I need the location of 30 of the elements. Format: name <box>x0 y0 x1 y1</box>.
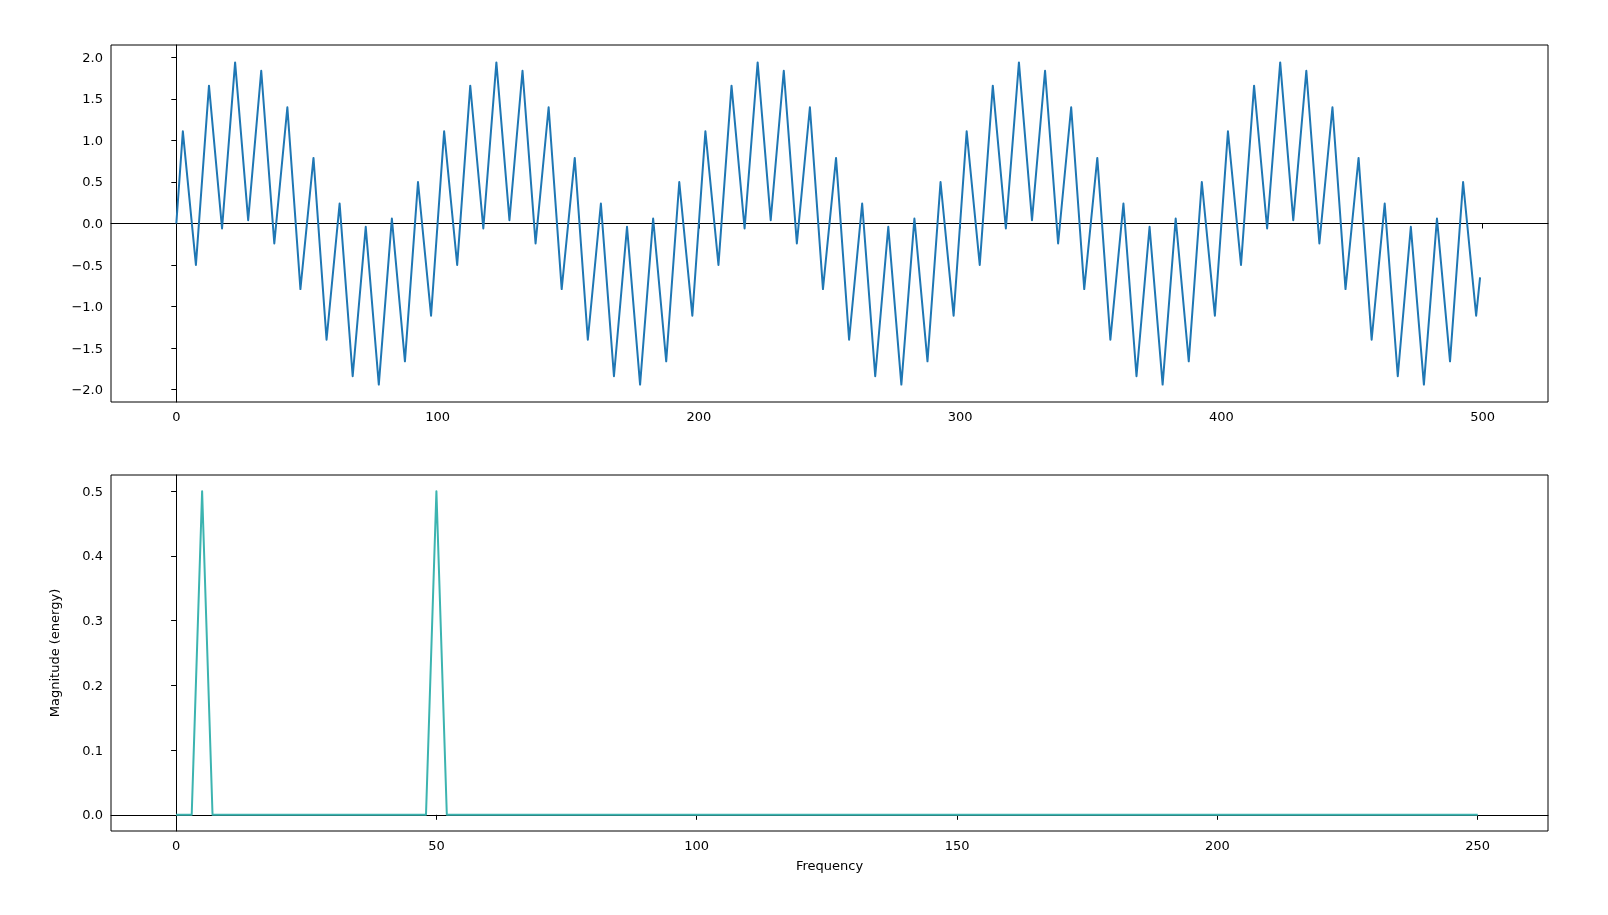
y-tick-label: −1.5 <box>71 340 103 356</box>
y-tick-label: 0.5 <box>82 483 103 499</box>
y-tick-label: 0.0 <box>82 216 103 231</box>
y-tick-label: 1.0 <box>82 132 103 148</box>
y-tick-label: 0.2 <box>82 677 103 693</box>
x-tick-label: 200 <box>686 409 712 424</box>
line-series <box>175 61 1482 386</box>
x-tick-label: 0 <box>171 838 181 853</box>
y-tick-label: 0.3 <box>82 613 103 629</box>
x-tick-label: 100 <box>684 838 710 853</box>
x-tick-label: 250 <box>1465 838 1491 853</box>
x-tick-label: 50 <box>428 838 445 853</box>
y-tick-label: −2.0 <box>71 382 103 398</box>
y-tick-label: −1.0 <box>71 299 103 315</box>
y-tick-label: 2.0 <box>82 49 103 65</box>
y-axis-title: Magnitude (energy) <box>47 588 62 718</box>
x-tick-label: 400 <box>1208 409 1234 424</box>
y-tick-label: 1.5 <box>82 91 103 107</box>
x-tick-label: 200 <box>1204 838 1230 853</box>
y-tick-label: 0.1 <box>82 742 103 758</box>
y-tick-label: 0.4 <box>82 548 103 564</box>
x-tick-label: 300 <box>947 409 973 424</box>
x-tick-label: 0 <box>172 409 181 424</box>
x-axis-title: Frequency <box>795 858 864 873</box>
y-tick-label: 0.0 <box>82 807 103 823</box>
y-tick-label: 0.5 <box>82 174 103 190</box>
x-tick-label: 500 <box>1470 409 1496 424</box>
y-tick-label: −0.5 <box>71 257 103 273</box>
x-tick-label: 150 <box>944 838 970 853</box>
x-tick-label: 100 <box>425 409 450 424</box>
